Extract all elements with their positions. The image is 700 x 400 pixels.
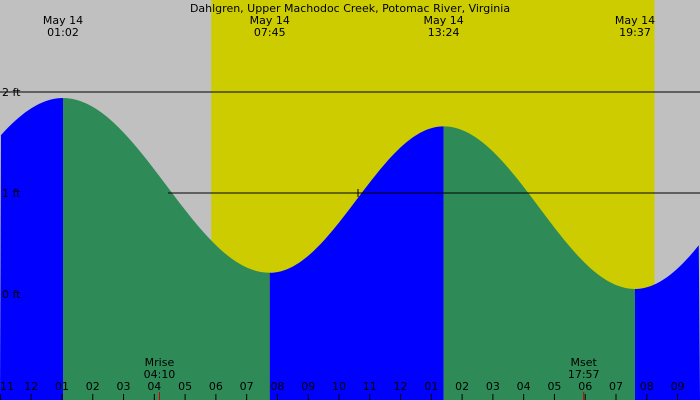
- height-gridlines: [0, 91, 700, 197]
- extremum-date: May 14: [43, 14, 83, 27]
- falling-tide-area: [443, 126, 635, 400]
- height-labels: 2 ft 1 ft 0 ft: [2, 86, 21, 301]
- hour-label: 01: [424, 380, 438, 393]
- hour-label: 07: [240, 380, 254, 393]
- extremum-date: May 14: [615, 14, 655, 27]
- hour-label: 02: [86, 380, 100, 393]
- height-label: 2 ft: [2, 86, 21, 99]
- hour-label: 05: [547, 380, 561, 393]
- hour-label: 04: [517, 380, 531, 393]
- moon-event-time: 17:57: [568, 368, 600, 381]
- hour-label: 06: [209, 380, 223, 393]
- hour-label: 11: [363, 380, 377, 393]
- hour-axis: 11 12 01 02 03 04 05 06 07 08 09 10 11 12 01 02 03 04 05 06…: [0, 380, 685, 400]
- hour-label: 06: [578, 380, 592, 393]
- extremum-time: 19:37: [619, 26, 651, 39]
- chart-title: Dahlgren, Upper Machodoc Creek, Potomac …: [190, 2, 510, 15]
- rising-tide-area: [0, 98, 63, 400]
- hour-label: 08: [270, 380, 284, 393]
- hour-label: 12: [394, 380, 408, 393]
- hour-label: 09: [301, 380, 315, 393]
- hour-label: 02: [455, 380, 469, 393]
- tide-segments: [0, 98, 700, 400]
- hour-label: 05: [178, 380, 192, 393]
- hour-label: 07: [609, 380, 623, 393]
- hour-label: 09: [671, 380, 685, 393]
- extremum-date: May 14: [250, 14, 290, 27]
- rising-tide-area: [269, 126, 444, 400]
- hour-label: 04: [147, 380, 161, 393]
- extremum-time: 07:45: [254, 26, 286, 39]
- moon-event-name: Mset: [571, 356, 598, 369]
- extremum-date: May 14: [424, 14, 464, 27]
- hour-label: 12: [24, 380, 38, 393]
- moon-event-time: 04:10: [144, 368, 176, 381]
- extremum-time: 01:02: [47, 26, 79, 39]
- falling-tide-area: [63, 98, 270, 400]
- height-label: 1 ft: [2, 187, 21, 200]
- moon-event-name: Mrise: [145, 356, 175, 369]
- rising-tide-area: [635, 245, 700, 400]
- hour-label: 03: [486, 380, 500, 393]
- hour-label: 01: [55, 380, 69, 393]
- hour-label: 03: [117, 380, 131, 393]
- hour-label: 08: [640, 380, 654, 393]
- extremum-time: 13:24: [428, 26, 460, 39]
- height-label: 0 ft: [2, 288, 21, 301]
- hour-label: 10: [332, 380, 346, 393]
- hour-label: 11: [0, 380, 14, 393]
